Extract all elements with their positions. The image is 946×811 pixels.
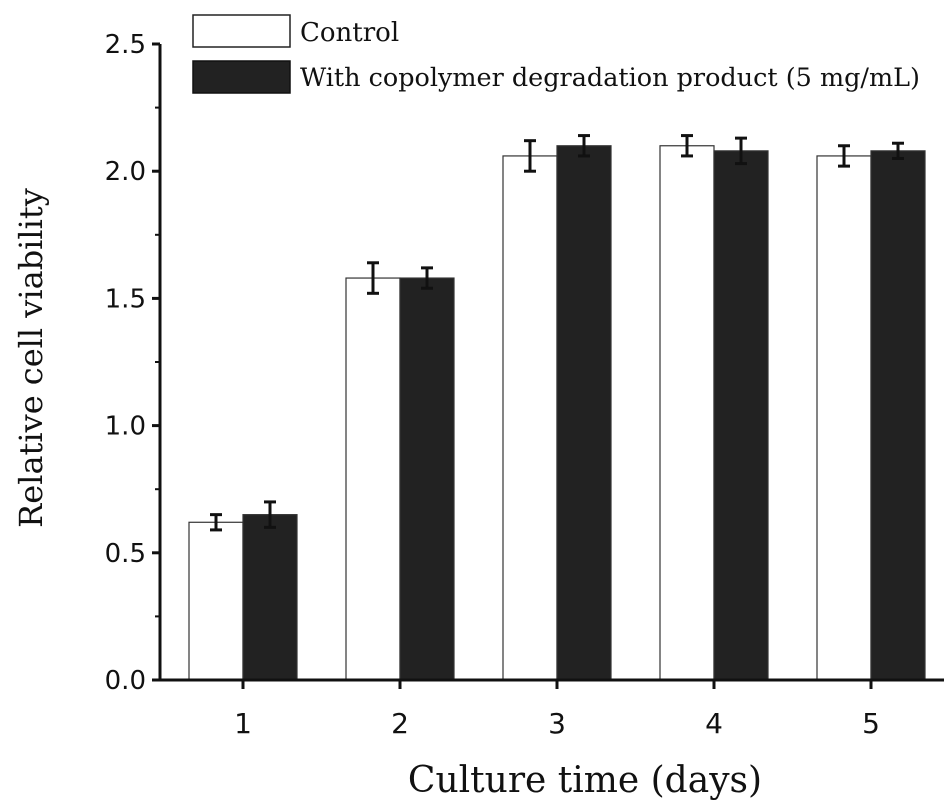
x-tick-label: 4 — [705, 707, 723, 740]
x-axis-title: Culture time (days) — [408, 760, 762, 801]
bar-copolymer-day-5 — [870, 150, 926, 681]
error-bar-control-day-5 — [838, 144, 850, 168]
error-bar-copolymer-day-1 — [264, 500, 276, 529]
x-tick-label: 2 — [391, 707, 409, 740]
error-bar-copolymer-day-4 — [735, 136, 747, 166]
y-ticks-layer: 0.0 0.5 1.0 1.5 2.0 2.5 — [105, 30, 160, 696]
y-tick-label: 2.5 — [105, 30, 146, 60]
error-bars-layer — [210, 134, 904, 532]
y-tick-label: 0.0 — [105, 666, 146, 696]
error-bar-copolymer-day-2 — [421, 266, 433, 290]
x-ticks-layer: 1 2 3 4 5 — [234, 680, 880, 740]
bar-copolymer-day-1 — [242, 514, 298, 681]
bar-control-day-3 — [502, 155, 558, 681]
legend: Control With copolymer degradation produ… — [192, 14, 920, 94]
bar-control-day-4 — [659, 145, 715, 681]
error-bar-control-day-3 — [524, 139, 536, 173]
y-tick-label: 1.5 — [105, 284, 146, 314]
y-tick-label: 0.5 — [105, 539, 146, 569]
y-tick-label: 1.0 — [105, 412, 146, 442]
y-axis-title: Relative cell viability — [12, 188, 50, 528]
x-tick-label: 3 — [548, 707, 566, 740]
x-tick-label: 1 — [234, 707, 252, 740]
error-bar-copolymer-day-3 — [578, 134, 590, 158]
legend-swatch-copolymer — [192, 60, 291, 94]
bars-layer — [188, 145, 926, 681]
error-bar-control-day-2 — [367, 261, 379, 295]
bar-control-day-1 — [188, 521, 244, 681]
bar-control-day-5 — [816, 155, 872, 681]
legend-label-control: Control — [300, 18, 399, 48]
bar-copolymer-day-3 — [556, 145, 612, 681]
error-bar-control-day-1 — [210, 513, 222, 532]
legend-label-copolymer: With copolymer degradation product (5 mg… — [300, 63, 920, 92]
bar-copolymer-day-2 — [399, 277, 455, 681]
error-bar-control-day-4 — [681, 134, 693, 158]
bar-copolymer-day-4 — [713, 150, 769, 681]
legend-swatch-control — [192, 14, 291, 48]
x-tick-label: 5 — [862, 707, 880, 740]
error-bar-copolymer-day-5 — [892, 141, 904, 160]
bar-control-day-2 — [345, 277, 401, 681]
y-tick-label: 2.0 — [105, 157, 146, 187]
